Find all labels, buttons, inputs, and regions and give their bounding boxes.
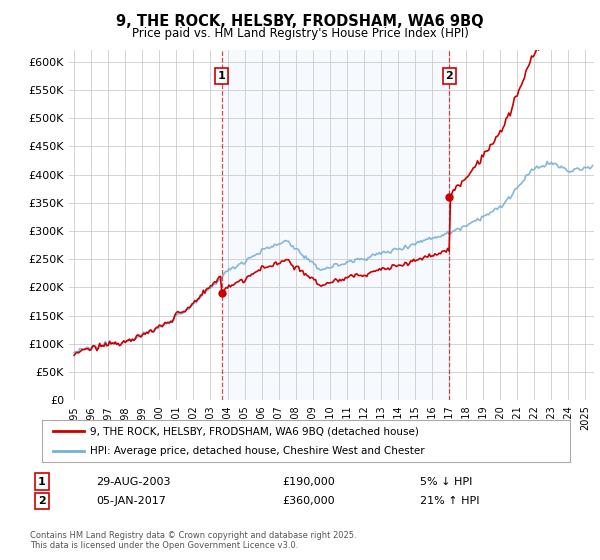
Bar [222,50,449,400]
Text: 9, THE ROCK, HELSBY, FRODSHAM, WA6 9BQ (detached house): 9, THE ROCK, HELSBY, FRODSHAM, WA6 9BQ (… [89,426,418,436]
Text: 9, THE ROCK, HELSBY, FRODSHAM, WA6 9BQ: 9, THE ROCK, HELSBY, FRODSHAM, WA6 9BQ [116,14,484,29]
Text: HPI: Average price, detached house, Cheshire West and Chester: HPI: Average price, detached house, Ches… [89,446,424,456]
Text: £190,000: £190,000 [282,477,335,487]
Text: 2: 2 [38,496,46,506]
Text: 21% ↑ HPI: 21% ↑ HPI [420,496,479,506]
Text: Price paid vs. HM Land Registry's House Price Index (HPI): Price paid vs. HM Land Registry's House … [131,27,469,40]
Text: 1: 1 [218,71,226,81]
Text: £360,000: £360,000 [282,496,335,506]
Text: 2: 2 [445,71,453,81]
Text: 5% ↓ HPI: 5% ↓ HPI [420,477,472,487]
Text: Contains HM Land Registry data © Crown copyright and database right 2025.
This d: Contains HM Land Registry data © Crown c… [30,530,356,550]
Text: 05-JAN-2017: 05-JAN-2017 [96,496,166,506]
Text: 29-AUG-2003: 29-AUG-2003 [96,477,170,487]
Text: 1: 1 [38,477,46,487]
